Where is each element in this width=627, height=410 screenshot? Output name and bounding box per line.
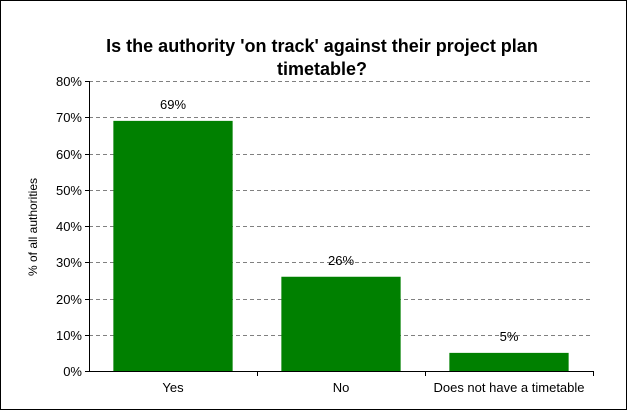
x-tick-label: No <box>333 380 350 395</box>
x-tick-label: Does not have a timetable <box>433 380 584 395</box>
data-label: 5% <box>500 329 519 344</box>
y-tick-label: 60% <box>56 147 82 162</box>
chart-title-line-2: timetable? <box>277 59 367 79</box>
labels: 0% 10% 20% 30% 40% 50% 60% 70% 80% Yes 69% No 26% Doe… <box>56 74 585 395</box>
axes <box>85 81 594 376</box>
y-tick-label: 20% <box>56 292 82 307</box>
y-tick-label: 0% <box>63 364 82 379</box>
y-tick-label: 80% <box>56 74 82 89</box>
data-label: 26% <box>328 253 354 268</box>
data-label: 69% <box>160 97 186 112</box>
y-axis-title: % of all authorities <box>26 178 40 276</box>
y-tick-label: 50% <box>56 183 82 198</box>
y-tick-label: 40% <box>56 219 82 234</box>
x-tick-label: Yes <box>162 380 184 395</box>
y-tick-label: 70% <box>56 110 82 125</box>
bar <box>113 120 233 371</box>
bar <box>449 352 569 371</box>
y-tick-label: 30% <box>56 255 82 270</box>
y-tick-label: 10% <box>56 328 82 343</box>
bar <box>281 276 401 371</box>
chart-title-line-1: Is the authority 'on track' against thei… <box>106 36 538 56</box>
bars <box>113 120 569 371</box>
